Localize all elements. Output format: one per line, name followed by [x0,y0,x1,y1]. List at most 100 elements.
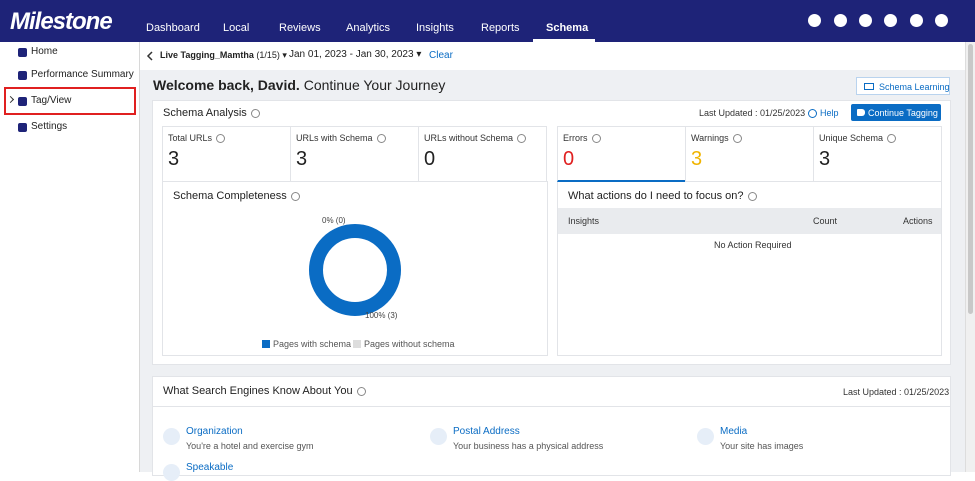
item-icon [163,464,180,481]
site-selector[interactable]: Live Tagging_Mamtha (1/15) ▾ [160,50,287,60]
active-indicator [533,39,595,42]
item-title[interactable]: Organization [186,426,243,437]
title-text: Schema Completeness [173,190,287,202]
top-nav: Milestone Dashboard Local Reviews Analytics… [0,0,975,42]
nav-icon[interactable] [859,14,872,27]
label-text: Errors [563,133,588,143]
nav-icon[interactable] [884,14,897,27]
empty-message: No Action Required [714,240,792,250]
label-text: Unique Schema [819,133,884,143]
title-text: What Search Engines Know About You [163,385,353,397]
info-icon[interactable] [250,108,260,118]
schema-learning-text: Schema Learning [879,82,950,92]
label-text: Total URLs [168,133,213,143]
nav-icon[interactable] [910,14,923,27]
legend-label[interactable]: Pages without schema [364,339,455,349]
continue-tagging-button[interactable]: Continue Tagging [851,104,941,121]
selected-outline [4,87,136,115]
item-icon [163,428,180,445]
help-link[interactable]: Help [808,108,839,119]
donut-chart [309,224,401,316]
stat-box [813,126,942,182]
item-description: Your business has a physical address [453,441,604,451]
label-text: URLs without Schema [424,133,514,143]
stat-value: 3 [691,148,703,170]
stat-box [557,126,686,182]
site-name: Live Tagging_Mamtha [160,50,254,60]
schema-analysis-title: Schema Analysis [163,107,260,119]
search-engines-title: What Search Engines Know About You [163,385,366,397]
stat-label: URLs with Schema [296,133,386,144]
nav-tab[interactable]: Local [223,22,250,34]
info-icon[interactable] [732,134,742,144]
nav-tab[interactable]: Analytics [346,22,391,34]
segment-label: 100% (3) [365,311,398,320]
welcome-name: Welcome back, David. [153,77,300,93]
welcome: Welcome back, David. Continue Your Journ… [153,77,445,93]
toolbar: Live Tagging_Mamtha (1/15) ▾ Jan 01, 202… [141,42,965,70]
nav-icon[interactable] [834,14,847,27]
title-text: What actions do I need to focus on? [568,190,744,202]
actions-title: What actions do I need to focus on? [568,190,757,202]
sidebar-icon [18,97,27,106]
column-header: Count [813,216,838,226]
sidebar-icon [18,123,27,132]
welcome-rest: Continue Your Journey [303,77,446,93]
stat-label: Errors [563,133,601,144]
legend-label[interactable]: Pages with schema [273,339,352,349]
clear-link[interactable]: Clear [429,50,453,61]
nav-tab[interactable]: Schema [546,22,589,34]
schema-learning-button[interactable]: Schema Learning [856,77,950,95]
info-icon[interactable] [887,134,897,144]
info-icon[interactable] [216,134,226,144]
stat-value: 3 [168,148,180,170]
segment-label: 0% (0) [322,216,346,225]
scrollbar[interactable] [965,42,975,472]
nav-tab[interactable]: Insights [416,22,454,34]
stat-value: 3 [296,148,308,170]
brand-logo[interactable]: Milestone [10,8,113,35]
nav-icon[interactable] [935,14,948,27]
column-header: Insights [568,216,600,226]
sidebar-item[interactable]: Settings [31,121,68,132]
date-range[interactable]: Jan 01, 2023 - Jan 30, 2023 ▾ [289,49,422,60]
stat-box [685,126,814,182]
info-icon[interactable] [290,191,300,201]
item-title[interactable]: Postal Address [453,426,520,437]
item-title[interactable]: Speakable [186,462,234,473]
info-icon[interactable] [747,191,757,201]
site-count: (1/15) [256,50,280,60]
nav-tab[interactable]: Reports [481,22,520,34]
nav-tab[interactable]: Dashboard [146,22,200,34]
item-title[interactable]: Media [720,426,748,437]
info-icon[interactable] [591,134,601,144]
back-arrow[interactable] [146,51,154,61]
nav-tab[interactable]: Reviews [279,22,321,34]
stat-box [290,126,419,182]
donut-segment[interactable] [309,224,401,316]
info-icon[interactable] [356,386,366,396]
sidebar-item[interactable]: Performance Summary [31,69,134,80]
label-text: Warnings [691,133,729,143]
stat-value: 3 [819,148,831,170]
stat-box [162,126,291,182]
sidebar-item[interactable]: Home [31,46,58,57]
item-icon [697,428,714,445]
actions-header [558,208,941,234]
legend-swatch [262,340,270,348]
stat-label: URLs without Schema [424,133,527,144]
stat-label: Total URLs [168,133,226,144]
sidebar-item[interactable]: Tag/View [31,95,72,106]
item-icon [430,428,447,445]
help-text: Help [820,108,839,118]
last-updated: Last Updated : 01/25/2023 [699,108,806,118]
info-icon[interactable] [517,134,527,144]
last-updated: Last Updated : 01/25/2023 [843,387,950,397]
sidebar-icon [18,71,27,80]
nav-icon[interactable] [808,14,821,27]
completeness-box [162,181,548,356]
info-icon[interactable] [376,134,386,144]
sidebar: Home Performance Summary Tag/View Settings [0,42,140,472]
completeness-title: Schema Completeness [173,190,300,202]
